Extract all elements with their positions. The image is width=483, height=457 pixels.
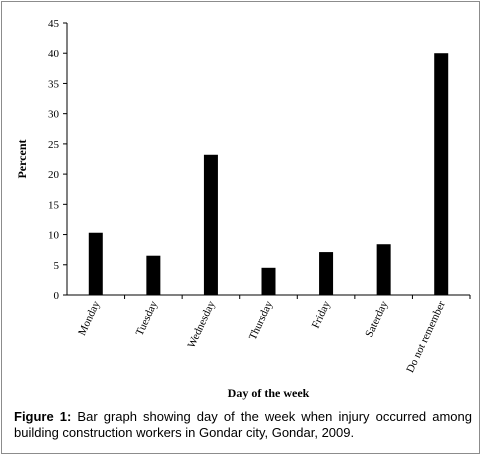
x-category-label: Wednesday [185, 299, 217, 350]
y-tick-label: 20 [48, 169, 60, 181]
y-tick-label: 25 [48, 139, 60, 151]
bar [319, 252, 334, 295]
x-category-label: Tuesday [134, 299, 161, 338]
y-tick-label: 5 [54, 260, 60, 272]
chart-axes [66, 23, 470, 296]
bars [88, 53, 449, 295]
y-axis-title: Percent [15, 139, 29, 178]
y-tick-label: 0 [54, 290, 60, 302]
x-category-label: Saterday [363, 299, 390, 339]
y-tick-label: 45 [48, 18, 60, 30]
y-ticks: 0 5 10 15 20 25 30 35 40 45 [48, 18, 67, 302]
bar-chart: 0 5 10 15 20 25 30 35 40 45 Monday Tuesday Wednesda… [15, 18, 471, 400]
category-labels: Monday Tuesday Wednesday Thursday Friday Sate… [76, 295, 471, 375]
y-tick-label: 15 [48, 199, 60, 211]
x-axis-title: Day of the week [228, 386, 310, 400]
x-category-label: Thursday [247, 299, 276, 342]
bar [434, 53, 449, 295]
bar [376, 244, 391, 295]
x-category-label: Friday [310, 299, 333, 331]
y-tick-label: 10 [48, 230, 60, 242]
y-tick-label: 35 [48, 78, 60, 90]
x-category-label: Monday [76, 299, 103, 338]
y-tick-label: 30 [48, 109, 60, 121]
bar [203, 154, 218, 295]
bar [146, 255, 161, 295]
caption-label: Figure 1: [14, 409, 72, 424]
bar [88, 232, 103, 295]
y-tick-label: 40 [48, 48, 60, 60]
x-category-label: Do not remember [404, 299, 448, 375]
figure-caption: Figure 1: Bar graph showing day of the w… [14, 409, 472, 441]
bar [261, 267, 276, 295]
caption-text: Bar graph showing day of the week when i… [14, 409, 472, 440]
